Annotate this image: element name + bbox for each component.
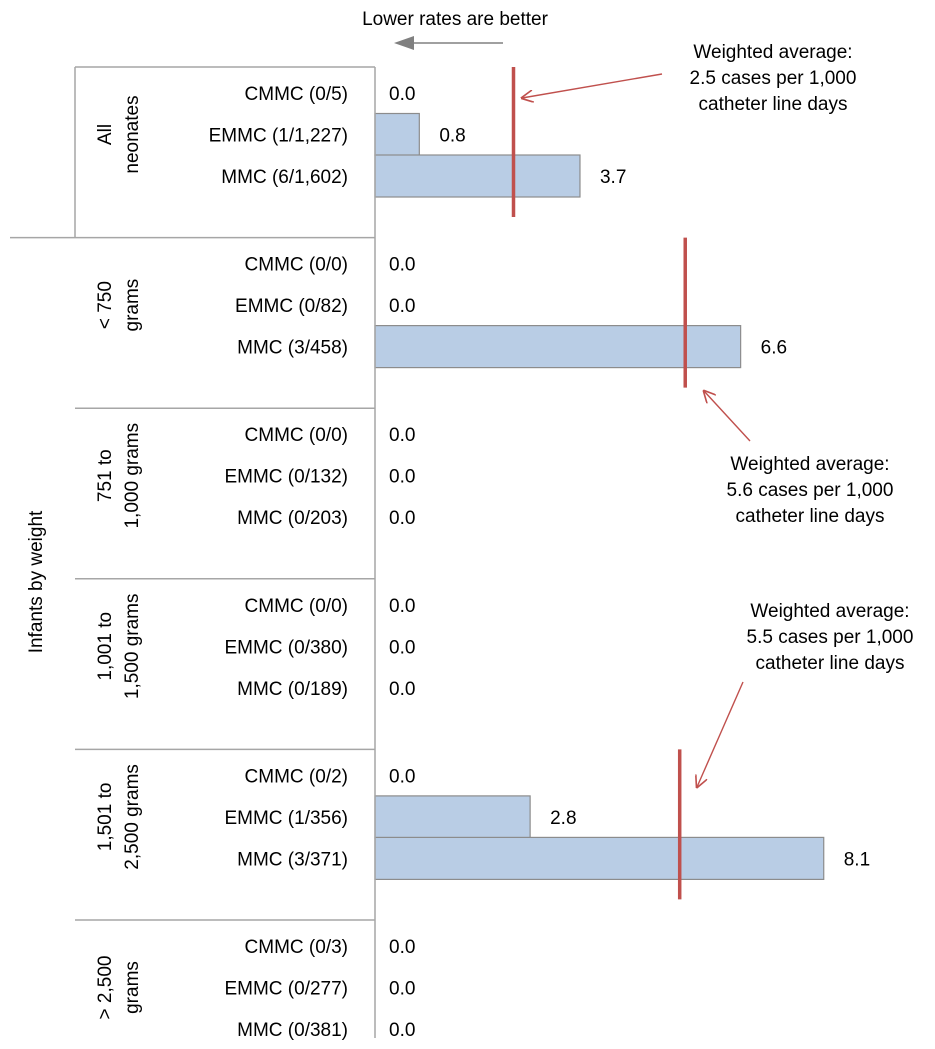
annotation-arrow (522, 73, 663, 98)
group-label-line: All (95, 124, 116, 145)
annotation-line: catheter line days (699, 94, 848, 115)
value-label: 0.0 (389, 937, 415, 958)
category-label: MMC (3/458) (237, 338, 348, 359)
value-label: 0.0 (389, 296, 415, 317)
category-label: MMC (0/189) (237, 679, 348, 700)
category-label: CMMC (0/5) (245, 84, 348, 105)
weighted-average-annotation: Weighted average: 5.6 cases per 1,000 cath… (727, 454, 894, 527)
group-label: 1,501 to 2,500 grams (95, 764, 143, 870)
annotation-line: 5.5 cases per 1,000 (747, 627, 914, 648)
group-label-line: 1,501 to (95, 783, 116, 852)
average-lines (511, 67, 687, 900)
category-label: MMC (0/203) (237, 508, 348, 529)
value-label: 0.0 (389, 679, 415, 700)
annotation-arrow (704, 391, 751, 442)
group-label: 751 to 1,000 grams (95, 423, 143, 529)
annotation-line: Weighted average: (693, 42, 852, 63)
category-label: EMMC (1/356) (224, 808, 348, 829)
group-label-line: grams (122, 279, 143, 332)
category-label: EMMC (0/277) (224, 979, 348, 1000)
direction-arrow-head (394, 36, 414, 50)
group-label: 1,001 to 1,500 grams (95, 593, 143, 699)
annotation-arrow (697, 681, 744, 787)
annotation-line: Weighted average: (730, 454, 889, 475)
bar (374, 154, 581, 198)
value-label: 0.0 (389, 255, 415, 276)
category-label: CMMC (0/2) (245, 766, 348, 787)
category-label: CMMC (0/0) (245, 596, 348, 617)
category-label: MMC (0/381) (237, 1020, 348, 1041)
category-label: MMC (3/371) (237, 849, 348, 870)
group-label-line: grams (122, 961, 143, 1014)
category-label: CMMC (0/0) (245, 425, 348, 446)
category-label: EMMC (0/82) (235, 296, 348, 317)
value-label: 0.0 (389, 467, 415, 488)
group-label-line: 1,500 grams (122, 593, 143, 699)
group-label: All neonates (95, 95, 143, 173)
weighted-average-annotation: Weighted average: 5.5 cases per 1,000 cath… (747, 601, 914, 674)
group-label-line: neonates (122, 95, 143, 173)
bars (374, 112, 825, 881)
value-label: 8.1 (844, 849, 870, 870)
bar (374, 325, 742, 369)
annotation-line: 5.6 cases per 1,000 (727, 480, 894, 501)
direction-hint: Lower rates are better (362, 9, 549, 30)
annotation-line: catheter line days (736, 506, 885, 527)
value-label: 0.0 (389, 766, 415, 787)
value-label: 2.8 (550, 808, 576, 829)
value-label: 0.0 (389, 979, 415, 1000)
value-label: 0.8 (439, 126, 465, 147)
group-dividers (10, 66, 375, 921)
category-label: EMMC (0/380) (224, 637, 348, 658)
annotation-line: 2.5 cases per 1,000 (690, 68, 857, 89)
value-label: 0.0 (389, 1020, 415, 1041)
group-label: > 2,500 grams (95, 956, 143, 1020)
annotation-line: catheter line days (756, 653, 905, 674)
value-label: 0.0 (389, 425, 415, 446)
group-label-line: 1,001 to (95, 612, 116, 681)
group-label-line: 1,000 grams (122, 423, 143, 529)
category-label: MMC (6/1,602) (221, 167, 348, 188)
category-label: CMMC (0/3) (245, 937, 348, 958)
group-label: < 750 grams (95, 279, 143, 332)
value-label: 0.0 (389, 596, 415, 617)
value-label: 3.7 (600, 167, 626, 188)
group-axis-label: Infants by weight (26, 510, 47, 653)
value-label: 6.6 (761, 338, 787, 359)
bar (374, 112, 420, 157)
category-label: EMMC (1/1,227) (209, 126, 348, 147)
category-label: CMMC (0/0) (245, 255, 348, 276)
category-label: EMMC (0/132) (224, 467, 348, 488)
group-label-line: > 2,500 (95, 956, 116, 1020)
group-label-line: 751 to (95, 449, 116, 502)
value-label: 0.0 (389, 508, 415, 529)
bar (374, 836, 825, 881)
bar (374, 795, 531, 839)
labels: Lower rates are better All neonates CMMC (0… (26, 9, 913, 1041)
value-label: 0.0 (389, 637, 415, 658)
value-label: 0.0 (389, 84, 415, 105)
annotation-line: Weighted average: (750, 601, 909, 622)
weighted-average-annotation: Weighted average: 2.5 cases per 1,000 cath… (690, 42, 857, 115)
group-label-line: 2,500 grams (122, 764, 143, 870)
group-label-line: < 750 (95, 281, 116, 329)
